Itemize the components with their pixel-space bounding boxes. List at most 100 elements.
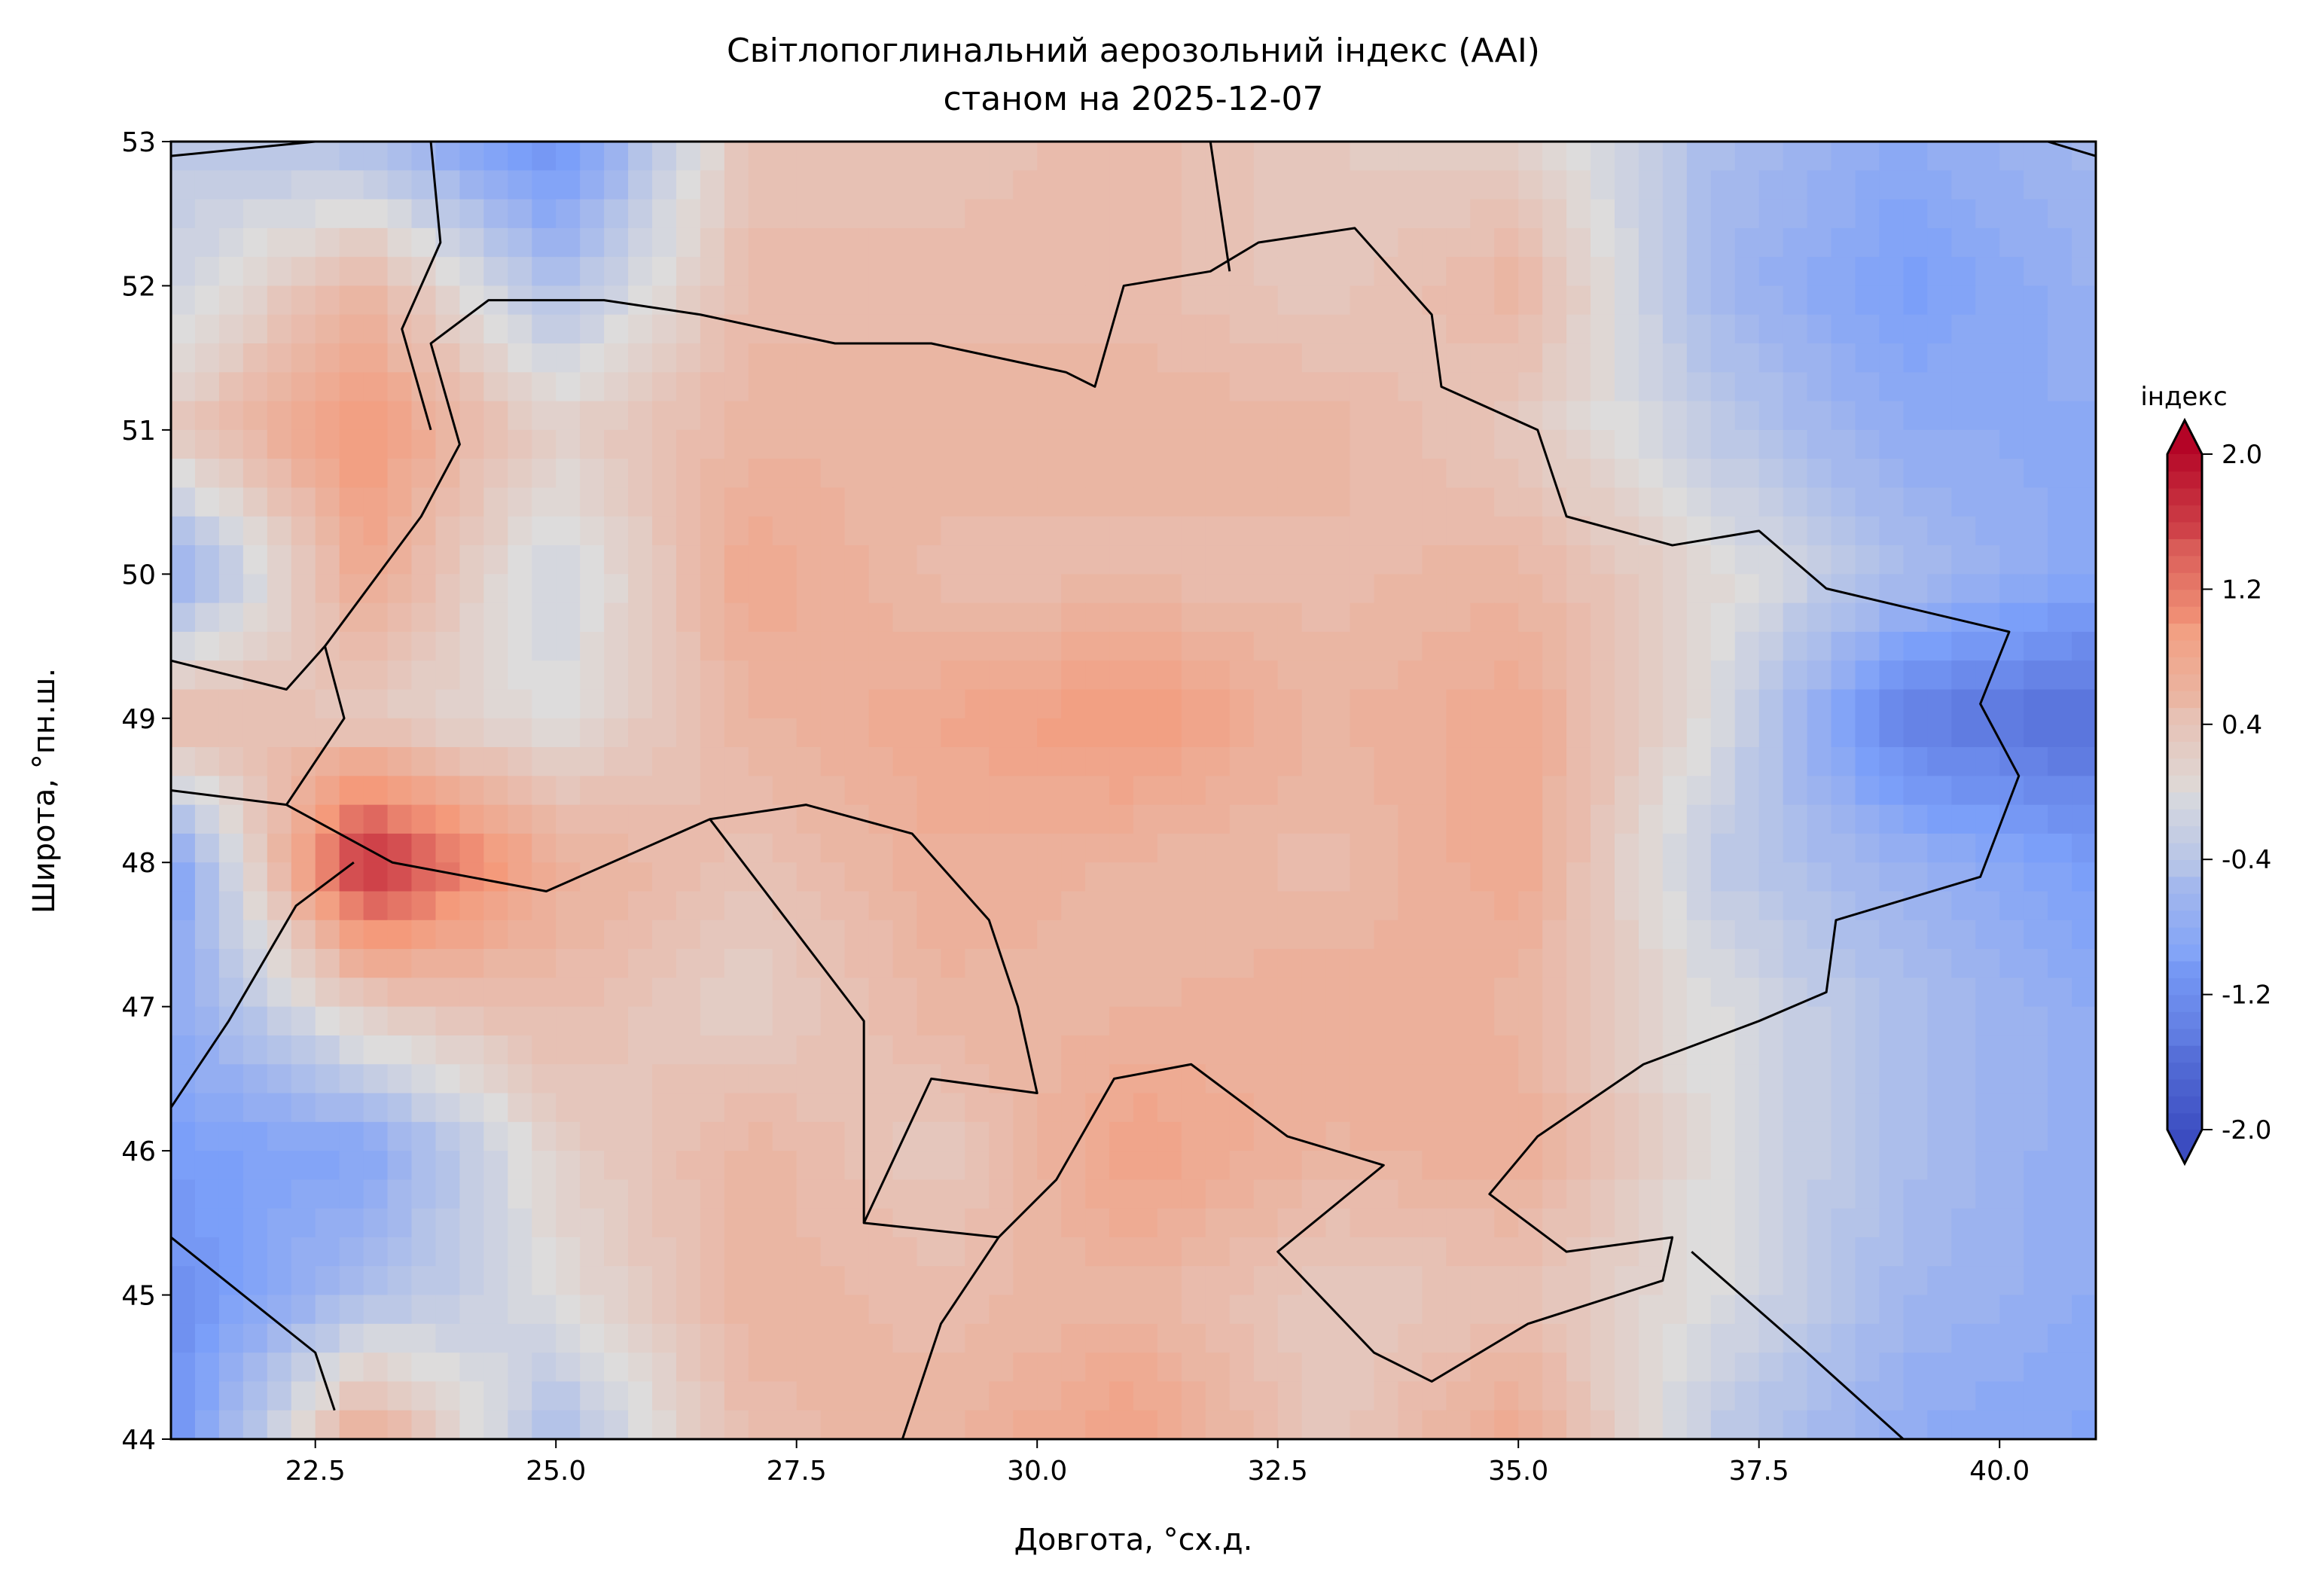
heatmap-cell [459,487,485,517]
heatmap-cell [580,257,605,287]
heatmap-cell [1686,689,1712,719]
heatmap-cell [1518,314,1543,344]
heatmap-cell [700,401,725,431]
heatmap-cell [1350,516,1375,546]
heatmap-cell [1662,545,1688,575]
heatmap-cell [2048,516,2072,546]
heatmap-cell [1903,862,1929,892]
heatmap-cell [508,459,533,489]
heatmap-cell [916,1121,942,1151]
heatmap-cell [1975,804,2000,834]
heatmap-cell [1422,977,1447,1008]
heatmap-cell [2024,833,2048,864]
heatmap-cell [1758,776,1784,806]
heatmap-cell [1037,804,1062,834]
heatmap-cell [1566,1266,1591,1296]
heatmap-cell [1157,459,1182,489]
heatmap-cell [1638,1295,1664,1325]
heatmap-cell [1542,545,1567,575]
heatmap-cell [171,545,196,575]
heatmap-cell [194,142,220,172]
heatmap-cell [363,1381,389,1411]
heatmap-cell [1975,1121,2000,1151]
heatmap-cell [1229,372,1255,402]
heatmap-cell [628,429,653,459]
heatmap-cell [1374,1093,1399,1123]
heatmap-cell [387,545,413,575]
heatmap-cell [1903,545,1929,575]
heatmap-cell [171,459,196,489]
heatmap-cell [556,459,581,489]
heatmap-cell [363,1410,389,1440]
heatmap-cell [315,314,340,344]
heatmap-cell [508,1353,533,1383]
heatmap-cell [291,1237,316,1267]
heatmap-cell [1758,1237,1784,1267]
heatmap-cell [892,747,918,777]
heatmap-cell [1951,285,1977,316]
heatmap-cell [1734,1151,1760,1181]
heatmap-cell [652,1410,677,1440]
heatmap-cell [435,949,461,979]
heatmap-cell [772,920,798,950]
heatmap-cell [267,1266,292,1296]
heatmap-cell [411,660,437,691]
heatmap-cell [1350,257,1375,287]
heatmap-cell [1975,372,2000,402]
heatmap-cell [194,718,220,748]
heatmap-cell [820,142,846,172]
heatmap-cell [1638,833,1664,864]
heatmap-cell [1710,1208,1736,1238]
heatmap-cell [1277,602,1303,633]
heatmap-cell [1325,487,1351,517]
heatmap-cell [1301,977,1327,1008]
heatmap-cell [916,372,942,402]
heatmap-cell [868,343,894,374]
heatmap-cell [387,199,413,229]
heatmap-cell [218,1121,244,1151]
heatmap-cell [1807,257,1832,287]
heatmap-cell [1350,1208,1375,1238]
heatmap-cell [1615,1121,1639,1151]
heatmap-cell [1807,372,1832,402]
heatmap-cell [339,891,364,921]
heatmap-cell [2072,227,2097,258]
heatmap-cell [604,602,629,633]
heatmap-cell [1205,804,1231,834]
heatmap-cell [1229,1295,1255,1325]
heatmap-cell [1157,1208,1182,1238]
heatmap-cell [1446,920,1472,950]
heatmap-cell [387,1064,413,1094]
heatmap-cell [1566,804,1591,834]
heatmap-cell [387,1151,413,1181]
heatmap-cell [820,631,846,661]
heatmap-cell [1301,1093,1327,1123]
heatmap-cell [1591,660,1615,691]
heatmap-cell [1374,343,1399,374]
heatmap-cell [700,1064,725,1094]
heatmap-cell [1975,1381,2000,1411]
heatmap-cell [1855,920,1880,950]
heatmap-cell [2072,142,2097,172]
heatmap-cell [1638,804,1664,834]
heatmap-cell [700,1006,725,1036]
heatmap-cell [1085,1381,1110,1411]
heatmap-cell [1277,1035,1303,1066]
heatmap-cell [1975,429,2000,459]
heatmap-cell [652,1093,677,1123]
heatmap-cell [796,1266,822,1296]
heatmap-cell [1277,459,1303,489]
heatmap-cell [435,804,461,834]
heatmap-cell [1879,1064,1905,1094]
heatmap-cell [1807,545,1832,575]
heatmap-cell [532,602,557,633]
heatmap-cell [1470,372,1496,402]
heatmap-cell [1615,1295,1639,1325]
heatmap-cell [724,459,749,489]
heatmap-cell [1013,227,1038,258]
heatmap-cell [2048,227,2072,258]
heatmap-cell [724,1237,749,1267]
heatmap-cell [1350,747,1375,777]
heatmap-cell [1542,1381,1567,1411]
heatmap-cell [989,891,1014,921]
